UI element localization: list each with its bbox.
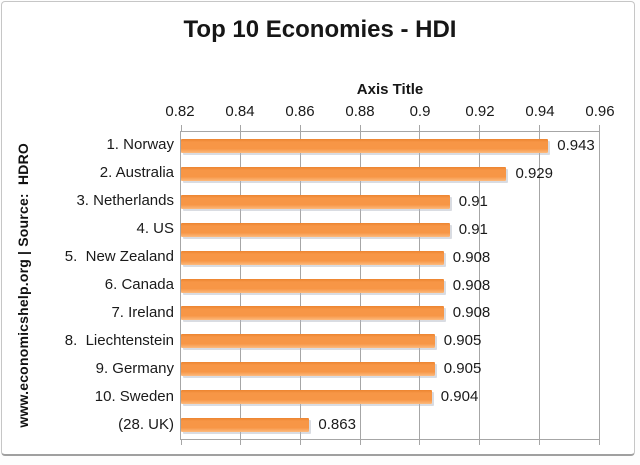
bar — [181, 222, 450, 237]
bar-value-label: 0.904 — [440, 388, 479, 406]
chart-title: Top 10 Economies - HDI — [183, 16, 457, 43]
bar — [181, 418, 310, 433]
bar-value-label: 0.908 — [452, 248, 491, 266]
category-label: 6. Canada — [104, 275, 174, 293]
bar — [181, 306, 444, 321]
axis-tick-mark — [479, 125, 481, 131]
gridline — [479, 132, 481, 439]
gridline — [538, 132, 540, 439]
axis-tick-mark — [359, 439, 361, 445]
axis-tick-mark — [180, 125, 182, 131]
axis-tick-mark — [598, 125, 600, 131]
bar-value-label: 0.905 — [443, 332, 482, 350]
bar — [181, 390, 432, 405]
plot-area: 0.943 0.929 0.91 0.91 0.908 0.908 0.908 0.905 0.… — [180, 125, 600, 445]
axis-tick-mark — [240, 439, 242, 445]
category-label: 5. New Zealand — [64, 248, 174, 266]
category-axis-labels: 1. Norway 2. Australia 3. Netherlands 4. US… — [30, 131, 174, 438]
axis-tick-mark — [598, 439, 600, 445]
bar-value-label: 0.91 — [458, 192, 488, 210]
bar — [181, 362, 435, 377]
axis-tick-mark — [359, 125, 361, 131]
axis-tick-mark — [419, 439, 421, 445]
category-label: 3. Netherlands — [76, 192, 174, 210]
bar-value-label: 0.908 — [452, 276, 491, 294]
bar — [181, 278, 444, 293]
bar-value-label: 0.905 — [443, 360, 482, 378]
x-tick-label: 0.86 — [285, 103, 315, 120]
category-label: 9. Germany — [95, 359, 174, 377]
category-label: 7. Ireland — [111, 303, 174, 321]
x-tick-label: 0.88 — [345, 103, 375, 120]
axis-tick-mark — [299, 439, 301, 445]
category-label: 2. Australia — [99, 164, 174, 182]
bar-value-label: 0.91 — [458, 220, 488, 238]
x-axis-title: Axis Title — [356, 81, 424, 98]
axis-tick-mark — [299, 125, 301, 131]
bar — [181, 138, 549, 153]
axis-tick-mark — [538, 439, 540, 445]
bar-value-label: 0.863 — [318, 416, 356, 434]
bar-value-label: 0.929 — [515, 164, 553, 182]
x-tick-label: 0.84 — [225, 103, 255, 120]
category-label: (28. UK) — [118, 415, 174, 433]
bar — [181, 194, 450, 209]
bar-value-label: 0.908 — [452, 304, 491, 322]
category-label: 10. Sweden — [94, 387, 174, 405]
bar — [181, 250, 444, 265]
category-label: 1. Norway — [106, 136, 174, 154]
x-tick-label: 0.94 — [525, 103, 555, 120]
axis-tick-mark — [538, 125, 540, 131]
source-watermark: www.economicshelp.org | Source: HDRO — [15, 143, 31, 428]
axis-tick-mark — [479, 439, 481, 445]
x-tick-label: 0.82 — [165, 103, 195, 120]
x-tick-label: 0.9 — [409, 103, 431, 120]
category-label: 4. US — [136, 220, 174, 238]
bar — [181, 166, 507, 181]
watermark-box: www.economicshelp.org | Source: HDRO — [10, 131, 36, 440]
bar-value-label: 0.943 — [557, 136, 595, 154]
x-axis-tick-labels: 0.82 0.84 0.86 0.88 0.9 0.92 0.94 0.96 — [165, 103, 614, 121]
axis-tick-mark — [240, 125, 242, 131]
x-tick-label: 0.92 — [465, 103, 495, 120]
x-tick-label: 0.96 — [585, 103, 615, 120]
axis-tick-mark — [419, 125, 421, 131]
axis-tick-mark — [180, 439, 182, 445]
bar — [181, 334, 435, 349]
category-label: 8. Liechtenstein — [64, 331, 174, 349]
